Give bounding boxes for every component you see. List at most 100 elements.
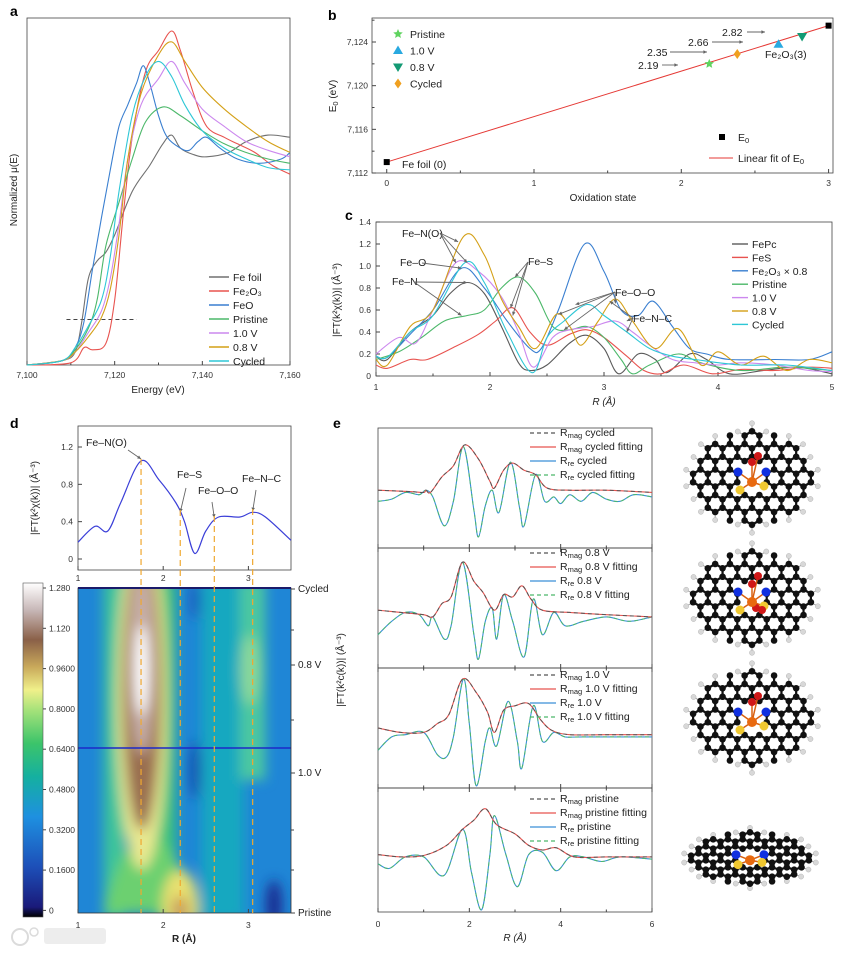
carbon-atom — [778, 624, 785, 632]
hydrogen-atom — [712, 757, 718, 763]
legend-label: 1.0 V — [752, 293, 777, 305]
subscript: re — [568, 473, 575, 482]
x-tick-label: 7,160 — [279, 370, 301, 380]
series-line — [375, 281, 833, 375]
carbon-atom — [711, 457, 719, 465]
oxygen-atom — [748, 580, 756, 588]
triangle-up-marker — [773, 39, 784, 48]
carbon-atom — [733, 478, 741, 486]
legend-label: Pristine — [752, 279, 787, 291]
mag-data-line — [377, 444, 653, 494]
carbon-atom — [783, 859, 791, 866]
nitrogen-atom — [733, 707, 743, 717]
carbon-atom — [776, 852, 783, 859]
legend-label: Rre pristine fitting — [560, 835, 639, 848]
carbon-atom — [754, 878, 761, 885]
series-line — [26, 30, 291, 366]
carbon-atom — [756, 440, 763, 448]
carbon-atom — [726, 680, 734, 688]
carbon-atom — [763, 693, 771, 701]
carbon-atom — [770, 628, 778, 636]
subscript: mag — [568, 551, 583, 560]
subscript: mag — [568, 811, 583, 820]
x-axis-label: Energy (eV) — [131, 385, 184, 396]
carbon-atom — [702, 871, 710, 878]
triangle-down-marker — [393, 63, 403, 72]
arrow-head — [761, 30, 765, 34]
hydrogen-atom — [763, 548, 770, 555]
arrow-head — [457, 312, 462, 316]
series-line — [375, 242, 833, 361]
carbon-atom — [711, 628, 719, 636]
carbon-atom — [748, 504, 756, 512]
label-part: R — [560, 561, 568, 573]
legend-label: Rmag pristine fitting — [560, 807, 647, 820]
x-tick-label: 2 — [161, 573, 166, 583]
carbon-atom — [741, 748, 748, 756]
hydrogen-atom — [698, 441, 704, 448]
x-tick-label: 2 — [679, 178, 684, 188]
carbon-atom — [733, 693, 741, 701]
reference-label-fe-foil: Fe foil (0) — [402, 159, 446, 171]
carbon-atom — [733, 504, 741, 512]
carbon-atom — [746, 866, 754, 873]
hydrogen-atom — [749, 649, 755, 656]
hydrogen-atom — [732, 880, 739, 887]
y-axis-label: |FT(k²χ(k))| (Å⁻³) — [330, 263, 343, 337]
label-part: 0.8 V fitting — [574, 589, 630, 601]
carbon-atom — [739, 873, 746, 880]
carbon-atom — [704, 744, 712, 752]
sulfur-atom — [759, 481, 769, 491]
carbon-atom — [785, 466, 793, 473]
legend-label: E0 — [738, 132, 749, 145]
carbon-atom — [800, 723, 807, 730]
subscript: re — [568, 715, 575, 724]
subscript: 0 — [745, 136, 749, 145]
carbon-atom — [761, 866, 769, 873]
nitrogen-atom — [759, 850, 769, 860]
carbon-atom — [711, 697, 719, 705]
subscript: 0 — [800, 157, 804, 166]
x-tick-label: 5 — [830, 382, 835, 392]
carbon-atom — [717, 866, 724, 873]
label-part: cycled — [582, 427, 615, 439]
carbon-atom — [768, 859, 776, 866]
legend-label: Fe₂O₃ — [233, 286, 262, 298]
carbon-atom — [711, 723, 719, 730]
carbon-atom — [756, 517, 763, 524]
carbon-atom — [704, 478, 712, 486]
carbon-atom — [704, 598, 712, 606]
label-part: R — [560, 547, 568, 559]
carbon-atom — [763, 504, 771, 512]
label-part: R — [560, 455, 568, 467]
carbon-atom — [726, 672, 734, 679]
carbon-atom — [770, 723, 778, 730]
carbon-atom — [695, 859, 702, 866]
hydrogen-atom — [734, 428, 741, 435]
hydrogen-atom — [696, 836, 702, 843]
carbon-atom — [798, 850, 805, 857]
carbon-atom — [702, 857, 710, 864]
hydrogen-atom — [786, 433, 792, 439]
panel-label-d: d — [10, 415, 19, 431]
carbon-atom — [711, 586, 719, 593]
hydrogen-atom — [805, 866, 812, 873]
hydrogen-atom — [683, 483, 689, 490]
hydrogen-atom — [732, 829, 739, 836]
carbon-atom — [719, 444, 726, 452]
carbon-atom — [783, 836, 791, 843]
legend-label: Rmag 1.0 V fitting — [560, 683, 638, 696]
carbon-atom — [748, 615, 756, 623]
molecule-structure — [683, 420, 821, 536]
hydrogen-atom — [683, 723, 689, 730]
carbon-atom — [726, 586, 734, 593]
carbon-atom — [807, 478, 815, 486]
oxygen-atom — [748, 458, 756, 466]
x-tick-label: 1 — [532, 178, 537, 188]
carbon-atom — [785, 697, 793, 705]
series-line — [26, 60, 291, 366]
carbon-atom — [711, 560, 719, 568]
carbon-atom — [741, 440, 748, 448]
carbon-atom — [711, 731, 719, 739]
carbon-atom — [770, 757, 778, 764]
